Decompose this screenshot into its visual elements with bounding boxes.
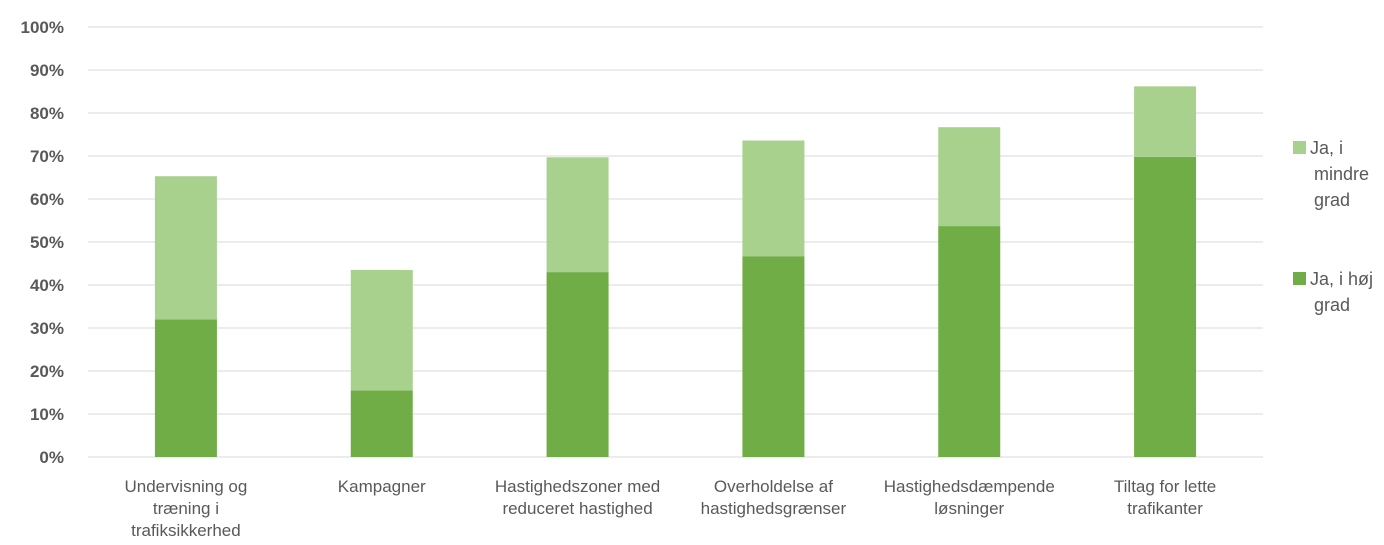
legend-swatch [1293,141,1306,154]
y-tick-label: 70% [30,147,64,166]
x-axis-ticks: Undervisning og træning i trafiksikkerhed K… [124,477,1216,540]
y-tick-label: 100% [21,18,64,37]
gridlines [88,26,1263,458]
legend-label: Ja, i mindre grad [1310,138,1369,210]
bar-segment-high [938,226,1001,457]
bar-segment-low [742,140,805,257]
x-tick-label: Hastighedszoner med reduceret hastighed [495,477,660,518]
y-tick-label: 80% [30,104,64,123]
legend: Ja, i mindre grad Ja, i høj grad [1293,138,1373,315]
bar-segment-high [154,319,217,457]
bar-segment-high [742,256,805,457]
y-tick-label: 50% [30,233,64,252]
x-tick-label: Overholdelse af hastighedsgrænser [701,477,847,518]
y-tick-label: 10% [30,405,64,424]
y-tick-label: 40% [30,276,64,295]
y-tick-label: 60% [30,190,64,209]
x-tick-label: Tiltag for lette trafikanter [1114,477,1216,518]
legend-label: Ja, i høj grad [1310,269,1373,315]
bar-segment-high [350,390,413,457]
bars [154,86,1197,458]
x-tick-label: Undervisning og træning i trafiksikkerhed [124,477,247,540]
bar-segment-low [350,269,413,391]
x-tick-label: Hastighedsdæmpende løsninger [884,477,1055,518]
bar-segment-high [1134,156,1197,458]
y-tick-label: 30% [30,319,64,338]
y-tick-label: 90% [30,61,64,80]
legend-swatch [1293,272,1306,285]
bar-segment-high [546,272,609,457]
bar-segment-low [1134,86,1197,157]
x-tick-label: Kampagner [338,477,426,496]
y-axis-ticks: 0% 10% 20% 30% 40% 50% 60% 70% 80% 90% 100% [21,18,64,467]
bar-segment-low [546,157,609,273]
y-tick-label: 20% [30,362,64,381]
bar-segment-low [938,127,1001,227]
bar-segment-low [154,176,217,320]
y-tick-label: 0% [39,448,64,467]
